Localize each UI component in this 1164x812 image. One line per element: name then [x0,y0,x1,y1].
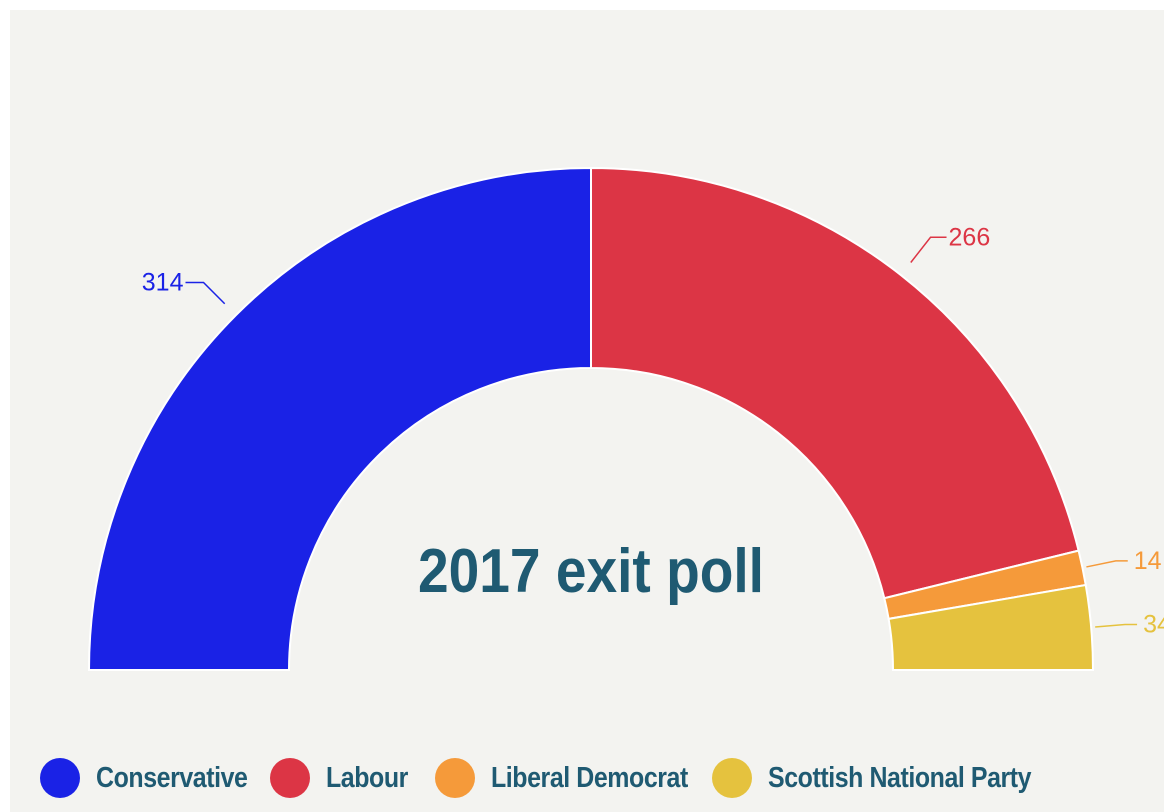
chart-title: 2017 exit poll [418,537,764,606]
data-labels-layer: 314 266 14 34 [142,223,1164,638]
data-label-scottish-national-party: 34 [1143,610,1164,638]
legend-item-liberal-democrat: Liberal Democrat [435,758,689,798]
legend-item-snp: Scottish National Party [712,758,1032,798]
leader-line-scottish-national-party [1095,623,1138,628]
legend-swatch-conservative [40,758,80,798]
legend-label-snp: Scottish National Party [768,761,1032,794]
legend-item-conservative: Conservative [40,758,248,798]
slice-scottish-national-party [887,583,1095,671]
legend-swatch-liberal-democrat [435,758,476,798]
leader-lines-layer [185,236,1138,628]
legend: Conservative Labour Liberal Democrat Sco… [40,752,1032,804]
legend-item-labour: Labour [270,758,409,798]
leader-line-liberal-democrat [1086,560,1128,568]
slices-layer [87,166,1095,671]
leader-line-conservative [185,281,226,305]
data-label-liberal-democrat: 14 [1134,547,1162,575]
legend-label-conservative: Conservative [96,761,248,794]
slice-conservative [87,166,592,671]
legend-label-liberal-democrat: Liberal Democrat [491,761,689,794]
slice-labour [590,166,1080,600]
legend-swatch-snp [712,758,753,798]
data-label-conservative: 314 [142,269,184,297]
data-label-labour: 266 [949,223,991,251]
leader-line-labour [910,236,947,263]
legend-label-labour: Labour [326,761,409,794]
legend-swatch-labour [270,758,311,798]
